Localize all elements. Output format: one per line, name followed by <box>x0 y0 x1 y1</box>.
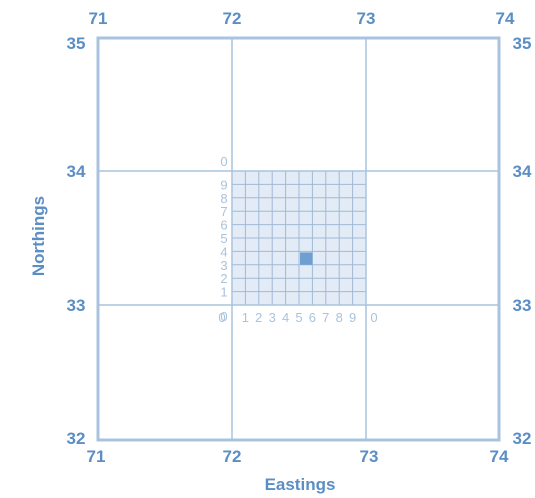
northing-label-right: 33 <box>513 296 532 315</box>
northing-label-left: 33 <box>67 296 86 315</box>
subgrid-easting-digit: 4 <box>282 310 289 325</box>
highlighted-cell <box>300 252 313 265</box>
subgrid-square <box>232 171 366 305</box>
subgrid-easting-digit: 3 <box>269 310 276 325</box>
northing-label-left: 32 <box>67 429 86 448</box>
subgrid-easting-digit: 1 <box>242 310 249 325</box>
subgrid-easting-digit: 0 <box>218 310 225 325</box>
easting-label-top: 72 <box>223 9 242 28</box>
subgrid-northing-digit: 1 <box>220 285 227 300</box>
easting-label-bottom: 72 <box>223 447 242 466</box>
subgrid-northing-digit: 3 <box>220 258 227 273</box>
subgrid-northing-digit: 8 <box>220 191 227 206</box>
easting-label-bottom: 73 <box>360 447 379 466</box>
easting-label-top: 74 <box>496 9 515 28</box>
grid-border <box>96 36 501 442</box>
main-grid <box>96 36 501 442</box>
subgrid-easting-digit: 2 <box>255 310 262 325</box>
subgrid-northing-digit: 5 <box>220 231 227 246</box>
subgrid-northing-digit: 6 <box>220 218 227 233</box>
subgrid-northing-digit: 0 <box>220 309 227 324</box>
easting-label-bottom: 71 <box>87 447 106 466</box>
subgrid-easting-digit: 8 <box>336 310 343 325</box>
subgrid-easting-digit: 9 <box>349 310 356 325</box>
subgrid-easting-digit: 0 <box>370 310 377 325</box>
subgrid-easting-digit: 6 <box>309 310 316 325</box>
northing-label-left: 35 <box>67 34 86 53</box>
subgrid-northing-digit: 0 <box>220 154 227 169</box>
easting-label-top: 73 <box>357 9 376 28</box>
subgrid-northing-digit: 7 <box>220 204 227 219</box>
northing-label-right: 35 <box>513 34 532 53</box>
easting-label-bottom: 74 <box>490 447 509 466</box>
subgrid-easting-digit: 7 <box>322 310 329 325</box>
subgrid-northing-digit: 2 <box>220 271 227 286</box>
subgrid-northing-digit: 9 <box>220 177 227 192</box>
subgrid-northing-digit: 4 <box>220 244 227 259</box>
easting-label-top: 71 <box>89 9 108 28</box>
northing-label-left: 34 <box>67 162 86 181</box>
subgrid-easting-digit: 5 <box>295 310 302 325</box>
northing-label-right: 34 <box>513 162 532 181</box>
northing-label-right: 32 <box>513 429 532 448</box>
eastings-axis-title: Eastings <box>265 475 336 494</box>
northings-axis-title: Northings <box>29 196 48 276</box>
